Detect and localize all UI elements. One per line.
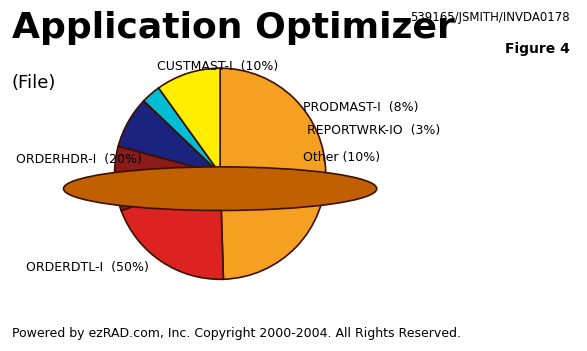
Wedge shape — [122, 174, 224, 279]
Text: Powered by ezRAD.com, Inc. Copyright 2000-2004. All Rights Reserved.: Powered by ezRAD.com, Inc. Copyright 200… — [12, 327, 461, 340]
Ellipse shape — [63, 167, 377, 211]
Text: ORDERHDR-I  (20%): ORDERHDR-I (20%) — [16, 153, 142, 166]
Text: REPORTWRK-IO  (3%): REPORTWRK-IO (3%) — [308, 124, 441, 137]
Text: ORDERDTL-I  (50%): ORDERDTL-I (50%) — [26, 261, 149, 274]
Text: (File): (File) — [12, 74, 56, 92]
Wedge shape — [220, 68, 326, 279]
Text: Other (10%): Other (10%) — [303, 151, 380, 164]
Wedge shape — [158, 68, 220, 174]
Wedge shape — [114, 146, 220, 211]
Text: PRODMAST-I  (8%): PRODMAST-I (8%) — [303, 101, 419, 114]
Wedge shape — [144, 88, 220, 174]
Wedge shape — [118, 101, 220, 174]
Text: Application Optimizer: Application Optimizer — [12, 11, 454, 45]
Text: Figure 4: Figure 4 — [504, 42, 569, 56]
Text: 539165/JSMITH/INVDA0178: 539165/JSMITH/INVDA0178 — [410, 11, 569, 24]
Text: CUSTMAST-I  (10%): CUSTMAST-I (10%) — [157, 60, 278, 73]
